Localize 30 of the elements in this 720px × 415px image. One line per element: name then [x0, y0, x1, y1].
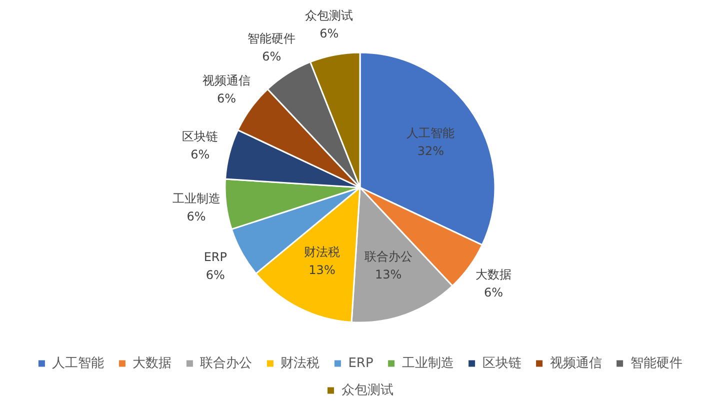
- legend-label: 大数据: [132, 356, 172, 371]
- slice-label: 区块链: [182, 130, 218, 144]
- legend-label: 联合办公: [200, 356, 252, 371]
- slice-label: 智能硬件: [248, 31, 296, 46]
- slice-label: ERP: [204, 250, 227, 264]
- slice-label: 众包测试: [305, 8, 354, 23]
- data-label: 6%: [262, 49, 282, 64]
- data-label: 6%: [216, 92, 236, 106]
- slice-label: 视频通信: [202, 74, 251, 88]
- slice-label: 工业制造: [172, 191, 220, 206]
- slice-label: 人工智能: [406, 126, 455, 140]
- data-label: 13%: [375, 267, 402, 282]
- legend-label: 智能硬件: [630, 356, 682, 371]
- legend-label: ERP: [348, 356, 374, 371]
- legend-label: 视频通信: [550, 356, 602, 371]
- legend-label: 区块链: [482, 356, 522, 371]
- data-label: 13%: [308, 263, 336, 278]
- legend-label: 工业制造: [402, 356, 454, 371]
- slice-label: 大数据: [475, 268, 512, 282]
- data-label: 6%: [484, 286, 504, 300]
- slice-label: 财法税: [304, 245, 340, 260]
- legend-label: 众包测试: [341, 382, 394, 398]
- data-label: 6%: [206, 268, 225, 282]
- data-label: 6%: [186, 209, 206, 224]
- data-label: 32%: [417, 144, 444, 158]
- legend-label: 财法税: [280, 356, 320, 371]
- data-label: 6%: [320, 26, 339, 41]
- data-label: 6%: [190, 148, 210, 162]
- slice-label: 联合办公: [364, 249, 412, 264]
- legend-label: 人工智能: [52, 356, 104, 371]
